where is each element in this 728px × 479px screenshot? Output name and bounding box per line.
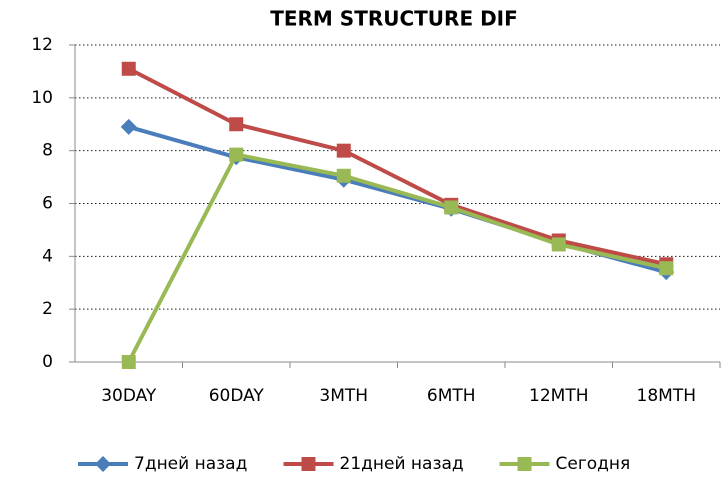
marker: [95, 456, 111, 472]
marker: [229, 117, 244, 132]
x-tick-label: 18MTH: [637, 386, 696, 406]
marker: [229, 147, 244, 162]
marker: [336, 143, 351, 158]
chart-title: TERM STRUCTURE DIF: [270, 7, 518, 31]
y-tick-label: 0: [42, 352, 53, 372]
y-tick-label: 12: [31, 35, 53, 55]
y-tick-label: 4: [42, 246, 53, 266]
x-tick-label: 60DAY: [209, 386, 265, 406]
y-tick-label: 8: [42, 141, 53, 161]
series-line: [127, 66, 667, 267]
x-tick-label: 6MTH: [427, 386, 476, 406]
marker: [120, 118, 137, 135]
legend-label: 7дней назад: [134, 454, 247, 474]
y-tick-label: 10: [31, 88, 53, 108]
x-tick-label: 30DAY: [101, 386, 157, 406]
x-tick-label: 3MTH: [319, 386, 368, 406]
marker: [121, 355, 136, 369]
marker: [301, 457, 316, 471]
x-tick-label: 12MTH: [529, 386, 588, 406]
series-line: [126, 152, 667, 363]
marker: [659, 261, 674, 276]
marker: [121, 61, 136, 76]
marker: [551, 237, 566, 252]
marker: [444, 200, 459, 215]
legend-label: 21дней назад: [340, 454, 464, 474]
marker: [517, 457, 532, 471]
marker: [336, 168, 351, 183]
y-tick-label: 6: [42, 194, 53, 214]
legend-label: Сегодня: [556, 454, 631, 474]
y-tick-label: 2: [42, 299, 53, 319]
